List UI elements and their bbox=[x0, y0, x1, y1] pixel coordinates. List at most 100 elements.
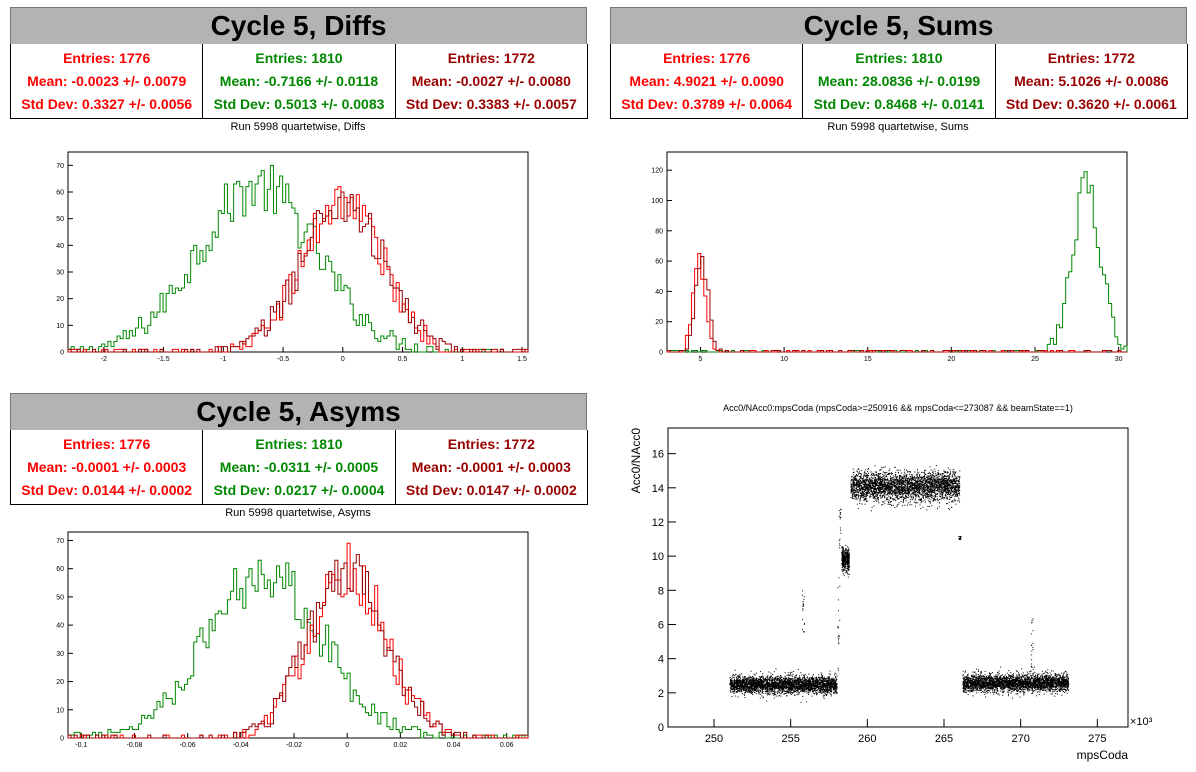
asyms-ytick-label: 70 bbox=[56, 538, 64, 545]
sums-xtick-label: 5 bbox=[699, 356, 703, 363]
stat-mean: Mean: -0.0023 +/- 0.0079 bbox=[27, 72, 187, 89]
asyms-xtick-label: -0.02 bbox=[286, 742, 302, 749]
scatter-xtick-label: 255 bbox=[781, 733, 799, 745]
stat-entries: Entries: 1772 bbox=[447, 49, 535, 66]
scatter-cluster-2 bbox=[841, 544, 850, 578]
sums-ytick-label: 40 bbox=[655, 289, 663, 296]
asyms-xtick-label: 0.04 bbox=[447, 742, 461, 749]
sums-ytick-label: 100 bbox=[651, 198, 663, 205]
diffs-ytick-label: 10 bbox=[56, 323, 64, 330]
diffs-xtick-label: 0.5 bbox=[398, 356, 408, 363]
scatter-cluster-3 bbox=[850, 465, 961, 512]
sums-frame bbox=[666, 151, 1128, 353]
scatter-xlabel: mpsCoda bbox=[1077, 748, 1129, 762]
sums-xtick-label: 25 bbox=[1031, 356, 1039, 363]
scatter-ytick-label: 8 bbox=[658, 585, 664, 597]
diffs-stats-box: Entries: 1776 Mean: -0.0023 +/- 0.0079 S… bbox=[10, 44, 588, 119]
asyms-xtick-label: -0.1 bbox=[75, 742, 87, 749]
asyms-stat-col-2: Entries: 1810 Mean: -0.0311 +/- 0.0005 S… bbox=[203, 430, 396, 504]
stat-entries: Entries: 1810 bbox=[855, 49, 943, 66]
scatter-ytick-label: 12 bbox=[652, 517, 664, 529]
diffs-xtick-label: -1.5 bbox=[158, 356, 170, 363]
asyms-histogram: -0.1 -0.08 -0.06 -0.04 -0.02 0 0.02 0.04 0.06 0 10… bbox=[56, 531, 529, 749]
stat-std: Std Dev: 0.3383 +/- 0.0057 bbox=[405, 96, 577, 113]
sums-stat-col-2: Entries: 1810 Mean: 28.0836 +/- 0.0199 S… bbox=[803, 44, 996, 118]
stat-mean: Mean: -0.0311 +/- 0.0005 bbox=[219, 458, 379, 475]
asyms-xtick-label: -0.08 bbox=[126, 742, 142, 749]
asyms-frame bbox=[67, 531, 529, 739]
asyms-subtitle: Run 5998 quartetwise, Asyms bbox=[225, 507, 371, 519]
scatter-ytick-label: 14 bbox=[652, 483, 664, 495]
diffs-ytick-label: 30 bbox=[56, 270, 64, 277]
asyms-xtick-label: 0.02 bbox=[394, 742, 408, 749]
sums-subtitle: Run 5998 quartetwise, Sums bbox=[827, 121, 969, 133]
asyms-ytick-label: 30 bbox=[56, 651, 64, 658]
sums-stats-box: Entries: 1776 Mean: 4.9021 +/- 0.0090 St… bbox=[610, 44, 1188, 119]
scatter-outliers bbox=[801, 508, 1034, 671]
sums-xtick-label: 20 bbox=[947, 356, 955, 363]
diffs-xtick-label: -2 bbox=[101, 356, 107, 363]
scatter-xtick-label: 275 bbox=[1088, 733, 1106, 745]
sums-title: Cycle 5, Sums bbox=[610, 7, 1187, 45]
scatter-title: Acc0/NAcc0:mpsCoda (mpsCoda>=250916 && m… bbox=[723, 403, 1073, 413]
diffs-series-1 bbox=[67, 164, 528, 353]
scatter-xtick-label: 265 bbox=[935, 733, 953, 745]
scatter-cluster-4 bbox=[962, 666, 1070, 699]
stat-std: Std Dev: 0.8468 +/- 0.0141 bbox=[813, 96, 985, 113]
stat-mean: Mean: 5.1026 +/- 0.0086 bbox=[1014, 72, 1169, 89]
diffs-frame bbox=[67, 151, 529, 353]
stat-entries: Entries: 1772 bbox=[1047, 49, 1135, 66]
asyms-stats-box: Entries: 1776 Mean: -0.0001 +/- 0.0003 S… bbox=[10, 430, 588, 505]
sums-series-2 bbox=[667, 253, 1127, 353]
stat-entries: Entries: 1776 bbox=[663, 49, 751, 66]
diffs-subtitle: Run 5998 quartetwise, Diffs bbox=[230, 121, 366, 133]
stat-mean: Mean: -0.0001 +/- 0.0003 bbox=[27, 458, 187, 475]
sums-ytick-label: 60 bbox=[655, 259, 663, 266]
scatter-ytick-label: 2 bbox=[658, 688, 664, 700]
sums-ytick-label: 120 bbox=[651, 168, 663, 175]
stat-mean: Mean: 28.0836 +/- 0.0199 bbox=[817, 72, 981, 89]
stat-entries: Entries: 1810 bbox=[255, 49, 343, 66]
asyms-series-3 bbox=[67, 554, 529, 739]
scatter-xtick-label: 260 bbox=[858, 733, 876, 745]
sums-xtick-label: 15 bbox=[864, 356, 872, 363]
diffs-xtick-label: 1.5 bbox=[517, 356, 527, 363]
diffs-ytick-label: 70 bbox=[56, 163, 64, 170]
stat-std: Std Dev: 0.3620 +/- 0.0061 bbox=[1005, 96, 1177, 113]
stat-mean: Mean: -0.7166 +/- 0.0118 bbox=[219, 72, 379, 89]
asyms-stat-col-3: Entries: 1772 Mean: -0.0001 +/- 0.0003 S… bbox=[396, 430, 587, 504]
asyms-series-2 bbox=[68, 542, 528, 739]
stat-mean: Mean: -0.0001 +/- 0.0003 bbox=[411, 458, 571, 475]
scatter-ytick-label: 6 bbox=[658, 619, 664, 631]
scatter-ytick-label: 4 bbox=[658, 654, 664, 666]
stat-std: Std Dev: 0.3327 +/- 0.0056 bbox=[21, 96, 193, 113]
scatter-ytick-label: 0 bbox=[658, 722, 664, 734]
diffs-ytick-label: 40 bbox=[56, 243, 64, 250]
stat-mean: Mean: -0.0027 +/- 0.0080 bbox=[411, 72, 571, 89]
sums-ytick-label: 80 bbox=[655, 228, 663, 235]
diffs-xtick-label: -1 bbox=[220, 356, 226, 363]
asyms-ytick-label: 60 bbox=[56, 566, 64, 573]
diffs-series-3 bbox=[67, 191, 529, 353]
sums-xtick-label: 10 bbox=[780, 356, 788, 363]
asyms-ytick-label: 20 bbox=[56, 679, 64, 686]
asyms-xtick-label: -0.04 bbox=[233, 742, 249, 749]
diffs-stat-col-3: Entries: 1772 Mean: -0.0027 +/- 0.0080 S… bbox=[396, 44, 587, 118]
diffs-ytick-label: 20 bbox=[56, 296, 64, 303]
sums-ytick-label: 20 bbox=[655, 319, 663, 326]
diffs-xtick-label: 1 bbox=[460, 356, 464, 363]
diffs-histogram: -2 -1.5 -1 -0.5 0 0.5 1 1.5 0 10 20 30 40 50 60 70 bbox=[56, 151, 529, 363]
asyms-ytick-label: 0 bbox=[60, 736, 64, 743]
stat-std: Std Dev: 0.3789 +/- 0.0064 bbox=[621, 96, 793, 113]
scatter-xtick-label: 250 bbox=[705, 733, 723, 745]
diffs-ytick-label: 50 bbox=[56, 216, 64, 223]
scatter-frame bbox=[667, 427, 1129, 728]
scatter-ytick-label: 10 bbox=[652, 551, 664, 563]
stat-std: Std Dev: 0.0147 +/- 0.0002 bbox=[405, 482, 577, 499]
scatter-ylabel: Acc0/NAcc0 bbox=[629, 428, 643, 494]
stat-entries: Entries: 1776 bbox=[63, 49, 151, 66]
stat-entries: Entries: 1772 bbox=[447, 435, 535, 452]
sums-series-1 bbox=[667, 171, 1128, 353]
stat-std: Std Dev: 0.0144 +/- 0.0002 bbox=[21, 482, 193, 499]
scatter-ytick-label: 16 bbox=[652, 449, 664, 461]
